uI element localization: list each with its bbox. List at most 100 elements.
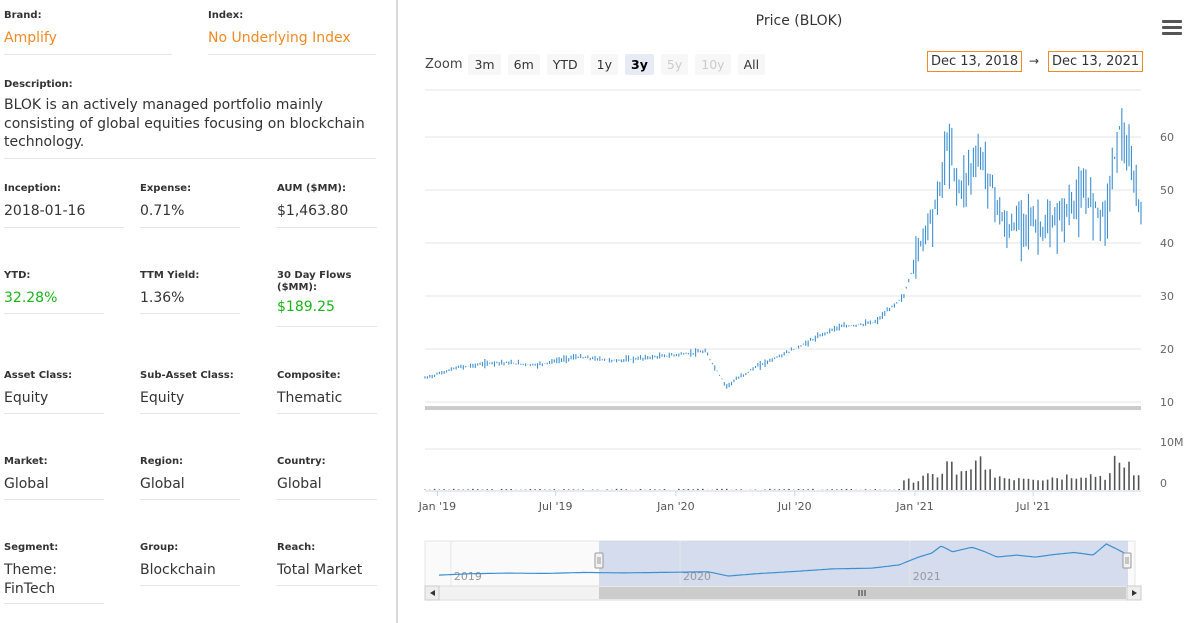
volume-bar [1018,478,1020,490]
volume-bar [836,489,838,490]
index-field: Index: No Underlying Index [208,10,376,55]
volume-bar [917,481,920,490]
aum-label: AUM ($MM): [277,183,346,194]
market-value: Global [4,476,49,492]
inception-label: Inception: [4,183,61,194]
expense-value: 0.71% [140,203,185,219]
volume-bar [563,489,565,490]
volume-bar [567,489,570,490]
volume-bar [663,489,666,490]
x-axis-tick: Jan '19 [418,500,456,513]
asset-class-field: Asset Class: Equity [4,370,104,414]
index-label: Index: [208,10,244,21]
volume-bar [678,488,680,490]
volume-bar [716,488,718,490]
volume-bar [788,488,790,490]
composite-field: Composite: Thematic [277,370,377,414]
reach-value: Total Market [277,562,363,578]
volume-bar [1061,479,1063,490]
volume-bar [1080,477,1082,490]
price-axis-tick: 40 [1160,237,1174,250]
scrollbar-thumb [599,587,1126,599]
volume-bar [697,488,699,490]
flows-value: $189.25 [277,299,335,315]
volume-bar [994,477,996,490]
volume-bar [941,473,944,490]
chart-menu-button[interactable] [1162,20,1182,36]
volume-bar [452,488,455,490]
price-chart-panel: Price (BLOK) Zoom 3m 6m YTD 1y 3y 5y 10y… [398,0,1200,623]
volume-bar [936,477,939,490]
navigator-series [438,543,1128,577]
volume-bar [1051,477,1054,490]
brand-value[interactable]: Amplify [4,30,57,46]
volume-bar [965,470,967,490]
volume-bar [510,488,513,490]
volume-bar [922,475,924,490]
volume-bar [687,489,690,490]
volume-bar [773,489,776,490]
volume-bar [912,482,915,490]
volume-bar [500,488,503,490]
reach-label: Reach: [277,542,316,553]
volume-bar [1003,478,1006,490]
group-label: Group: [140,542,179,553]
volume-bar [769,488,771,490]
volume-bar [725,488,728,490]
ttm-yield-field: TTM Yield: 1.36% [140,270,240,314]
index-value[interactable]: No Underlying Index [208,30,351,46]
volume-bar [486,489,489,490]
zoom-3m-button[interactable]: 3m [468,54,501,75]
volume-bar [457,489,460,490]
volume-bar [472,488,474,490]
zoom-selector: Zoom 3m 6m YTD 1y 3y 5y 10y All [425,54,772,75]
volume-bar [1113,455,1116,490]
volume-bar [553,489,556,490]
volume-bar [874,489,876,490]
volume-bar [529,488,532,490]
hamburger-icon [1162,20,1182,23]
description-label: Description: [4,79,73,90]
volume-bar [812,488,814,490]
aum-field: AUM ($MM): $1,463.80 [277,183,377,228]
asset-class-value: Equity [4,390,49,406]
country-label: Country: [277,456,326,467]
volume-bar [840,489,843,490]
ytd-field: YTD: 32.28% [4,270,104,314]
zoom-5y-button[interactable]: 5y [660,54,689,75]
volume-bar [946,461,948,490]
x-axis-tick: Jan '21 [895,500,933,513]
volume-bar [970,469,972,490]
scroll-right-icon [1132,590,1137,596]
zoom-1y-button[interactable]: 1y [590,54,619,75]
zoom-6m-button[interactable]: 6m [507,54,540,75]
date-to-input[interactable]: Dec 13, 2021 [1048,51,1144,72]
zoom-ytd-button[interactable]: YTD [546,54,584,75]
navigator-left-handle [594,552,604,569]
country-field: Country: Global [277,456,377,500]
volume-bar [850,489,853,490]
brand-label: Brand: [4,10,42,21]
volume-bar [539,489,541,490]
x-axis-tick: Jan '20 [656,500,694,513]
expense-field: Expense: 0.71% [140,183,240,228]
segment-field: Segment: Theme: FinTech [4,542,104,604]
description-value: BLOK is an actively managed portfolio ma… [4,97,365,150]
zoom-all-button[interactable]: All [737,54,766,75]
volume-bar [649,489,651,490]
scroll-left-icon [430,590,435,596]
zoom-10y-button[interactable]: 10y [695,54,731,75]
volume-bar [903,480,905,490]
volume-bar [1085,477,1087,490]
group-value: Blockchain [140,562,216,578]
date-from-input[interactable]: Dec 13, 2018 [927,51,1023,72]
composite-value: Thematic [277,390,343,406]
price-axis-tick: 50 [1160,184,1174,197]
zoom-3y-button[interactable]: 3y [625,54,654,75]
volume-bar [1075,478,1078,490]
volume-bar [1089,474,1092,490]
price-axis-tick: 30 [1160,290,1174,303]
volume-bar [864,489,867,490]
volume-bar [1032,479,1035,490]
volume-bar [692,489,695,490]
